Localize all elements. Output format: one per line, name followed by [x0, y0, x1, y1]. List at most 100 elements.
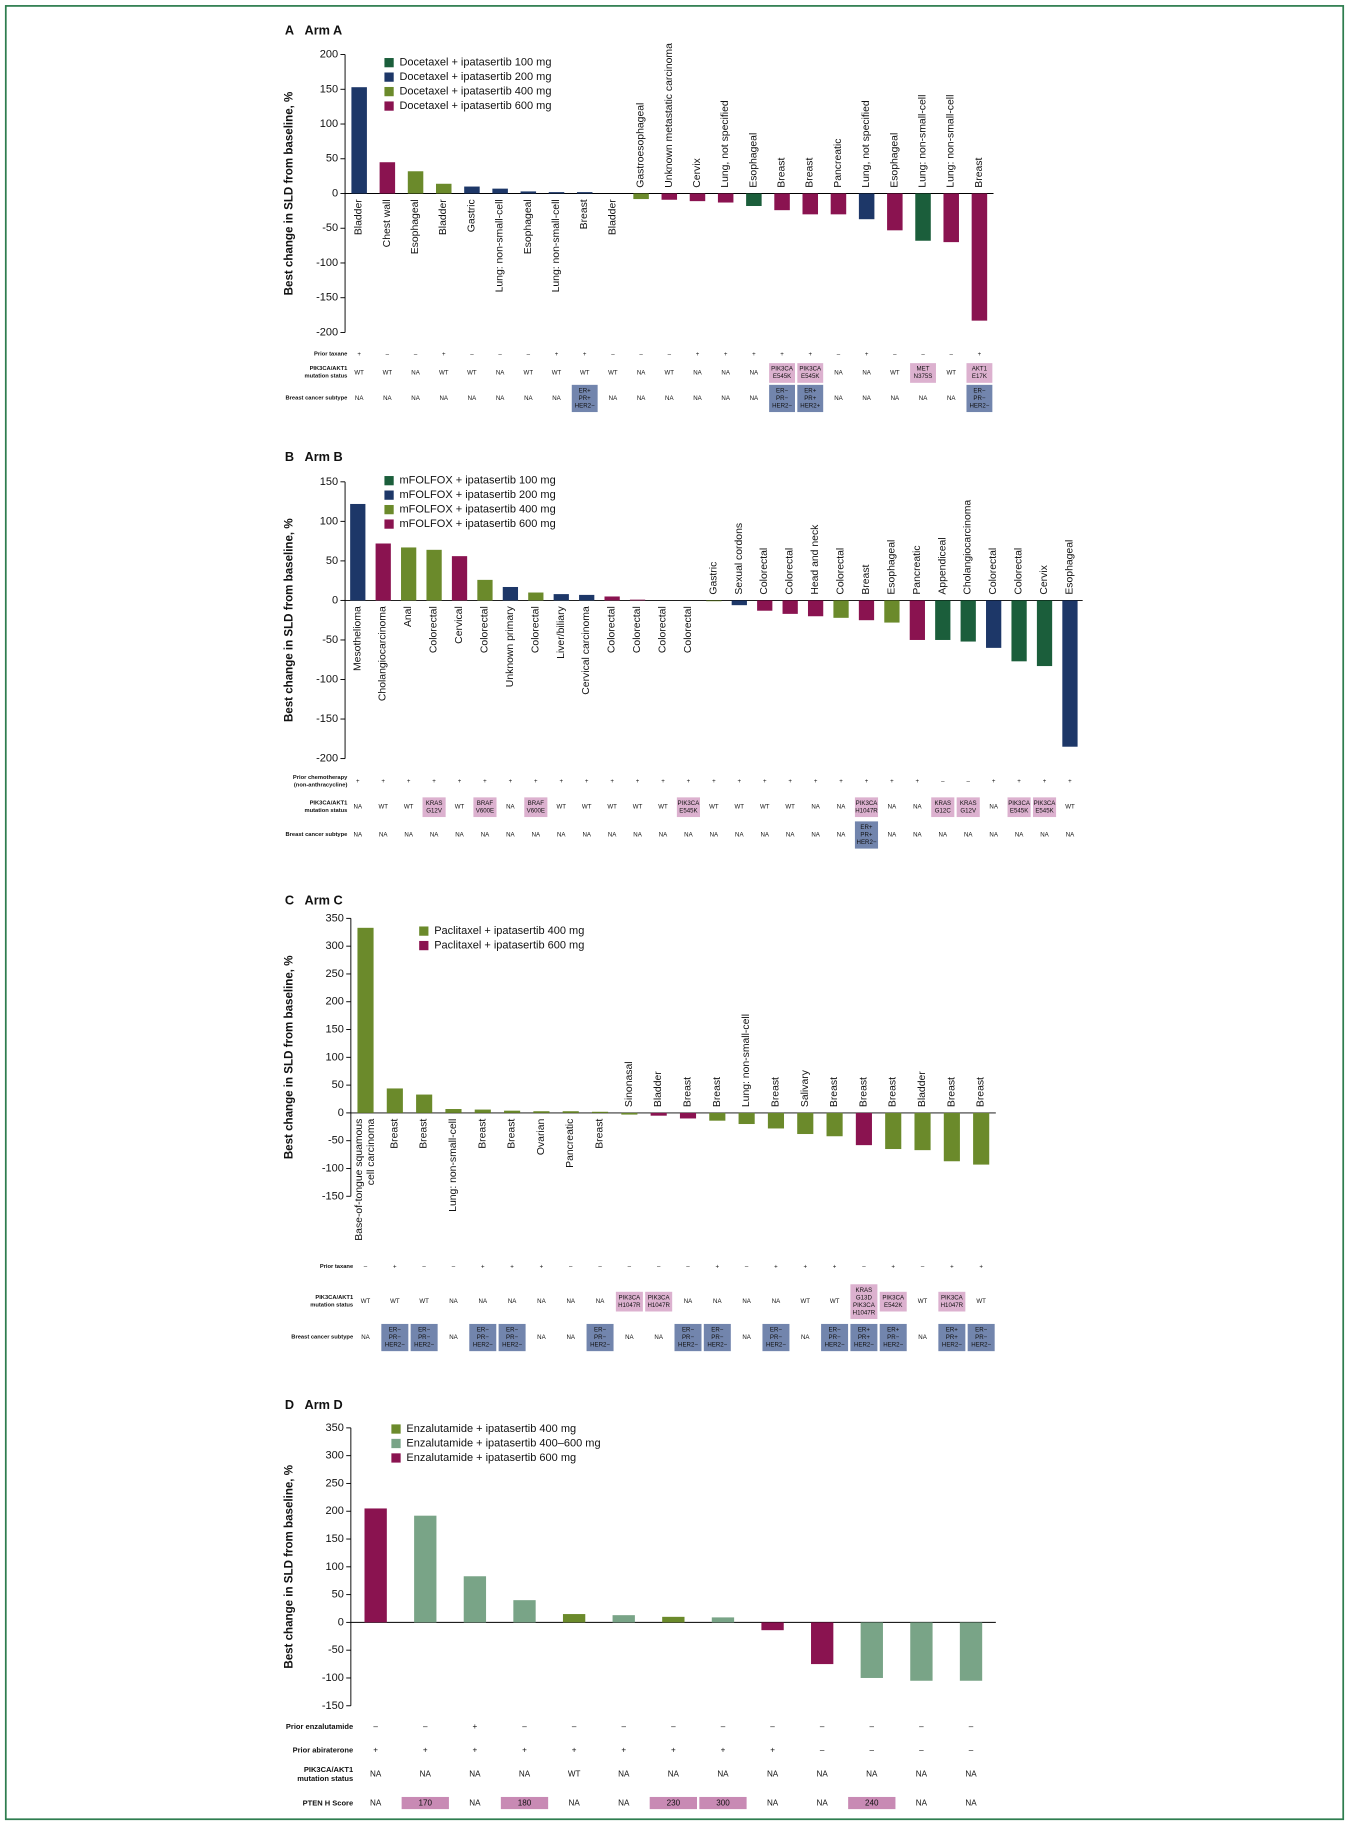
- cell-text: NA: [742, 1334, 751, 1341]
- bar: [909, 600, 925, 640]
- bar: [379, 162, 396, 194]
- legend-label: mFOLFOX + ipatasertib 400 mg: [399, 504, 555, 516]
- category-label: Gastric: [708, 562, 719, 595]
- category-label: Breast: [858, 1077, 869, 1107]
- cell-text: +: [373, 1745, 378, 1754]
- cell-text: +: [555, 351, 559, 358]
- bar: [364, 1508, 387, 1623]
- cell-text: ER+: [860, 824, 873, 831]
- cell-text: WT: [760, 804, 770, 811]
- cell-text: –: [862, 1263, 866, 1270]
- cell-text: –: [969, 1745, 974, 1754]
- cell-text: 180: [518, 1799, 532, 1808]
- cell-text: NA: [439, 395, 448, 402]
- cell-text: ER−: [770, 1327, 783, 1334]
- row-label: mutation status: [304, 374, 347, 380]
- cell-text: HER2−: [971, 1342, 991, 1349]
- cell-text: WT: [467, 369, 477, 376]
- cell-box: [649, 1796, 697, 1810]
- cell-text: NA: [665, 395, 674, 402]
- cell-text: V600E: [527, 807, 545, 814]
- cell-text: ER−: [594, 1327, 607, 1334]
- bar: [464, 186, 480, 194]
- bar: [477, 579, 493, 601]
- cell-text: NA: [370, 1770, 382, 1779]
- cell-text: NA: [552, 395, 561, 402]
- cell-text: +: [540, 1263, 544, 1270]
- y-axis-label: Best change in SLD from baseline, %: [283, 518, 295, 722]
- cell-text: +: [752, 351, 756, 358]
- panel-title: Arm D: [305, 1397, 343, 1412]
- cell-text: NA: [568, 1799, 580, 1808]
- category-label: Breast: [477, 1119, 488, 1149]
- bar: [612, 1615, 635, 1623]
- cell-text: +: [1017, 778, 1021, 785]
- cell-text: NA: [888, 831, 897, 838]
- cell-text: –: [668, 351, 672, 358]
- y-tick-label: 0: [332, 187, 338, 199]
- row-label: Breast cancer subtype: [286, 832, 349, 838]
- legend-swatch: [384, 72, 394, 82]
- cell-text: –: [423, 1722, 428, 1731]
- category-label: Unknown primary: [505, 605, 516, 687]
- cell-text: –: [386, 351, 390, 358]
- cell-text: NA: [916, 1799, 928, 1808]
- cell-box: [1007, 797, 1031, 818]
- cell-text: PR−: [506, 1334, 519, 1341]
- category-label: Breast: [777, 158, 788, 188]
- category-label: Esophageal: [886, 540, 897, 595]
- cell-text: WT: [439, 369, 449, 376]
- category-label: Breast: [888, 1077, 899, 1107]
- cell-text: +: [950, 1263, 954, 1270]
- legend-label: mFOLFOX + ipatasertib 600 mg: [399, 518, 555, 530]
- cell-text: ER+: [887, 1327, 900, 1334]
- row-label: mutation status: [304, 808, 347, 814]
- category-label: Bladder: [917, 1071, 928, 1107]
- cell-box: [850, 1284, 878, 1320]
- cell-box: [422, 797, 446, 818]
- cell-box: [645, 1291, 673, 1312]
- cell-text: H1047R: [853, 1309, 876, 1316]
- bar: [375, 543, 391, 601]
- cell-text: WT: [556, 804, 566, 811]
- cell-text: –: [611, 351, 615, 358]
- y-tick-label: 350: [326, 1422, 344, 1434]
- bar: [973, 1112, 990, 1165]
- category-label: Appendiceal: [937, 537, 948, 594]
- cell-text: PIK3CA: [678, 800, 701, 807]
- category-label: Lung: non-small-cell: [741, 1014, 752, 1107]
- cell-text: NA: [557, 831, 566, 838]
- cell-text: NA: [508, 1298, 517, 1305]
- cell-text: NA: [566, 1298, 575, 1305]
- cell-text: NA: [811, 831, 820, 838]
- cell-text: NA: [834, 369, 843, 376]
- category-label: Pancreatic: [565, 1119, 576, 1168]
- cell-text: NA: [767, 1799, 779, 1808]
- cell-text: –: [870, 1722, 875, 1731]
- cell-text: NA: [693, 395, 702, 402]
- cell-text: NA: [919, 395, 928, 402]
- y-tick-label: -50: [328, 1644, 344, 1656]
- cell-text: –: [921, 1263, 925, 1270]
- bar: [357, 927, 374, 1113]
- cell-text: HER2−: [825, 1342, 845, 1349]
- cell-text: WT: [455, 804, 465, 811]
- bar: [860, 1622, 883, 1678]
- row-label: Breast cancer subtype: [291, 1335, 354, 1341]
- cell-text: ER−: [418, 1327, 431, 1334]
- cell-text: WT: [830, 1298, 840, 1305]
- cell-box: [938, 1323, 966, 1352]
- category-label: Breast: [595, 1119, 606, 1149]
- cell-text: NA: [862, 369, 871, 376]
- cell-text: WT: [665, 369, 675, 376]
- cell-box: [381, 1323, 409, 1352]
- y-tick-label: 150: [320, 83, 338, 95]
- cell-text: HER2−: [678, 1342, 698, 1349]
- cell-text: ER−: [506, 1327, 519, 1334]
- panel-letter: C: [285, 892, 294, 907]
- cell-box: [931, 797, 955, 818]
- cell-text: NA: [449, 1334, 458, 1341]
- cell-text: KRAS: [856, 1287, 873, 1294]
- bar: [591, 1111, 609, 1113]
- bar: [986, 600, 1002, 648]
